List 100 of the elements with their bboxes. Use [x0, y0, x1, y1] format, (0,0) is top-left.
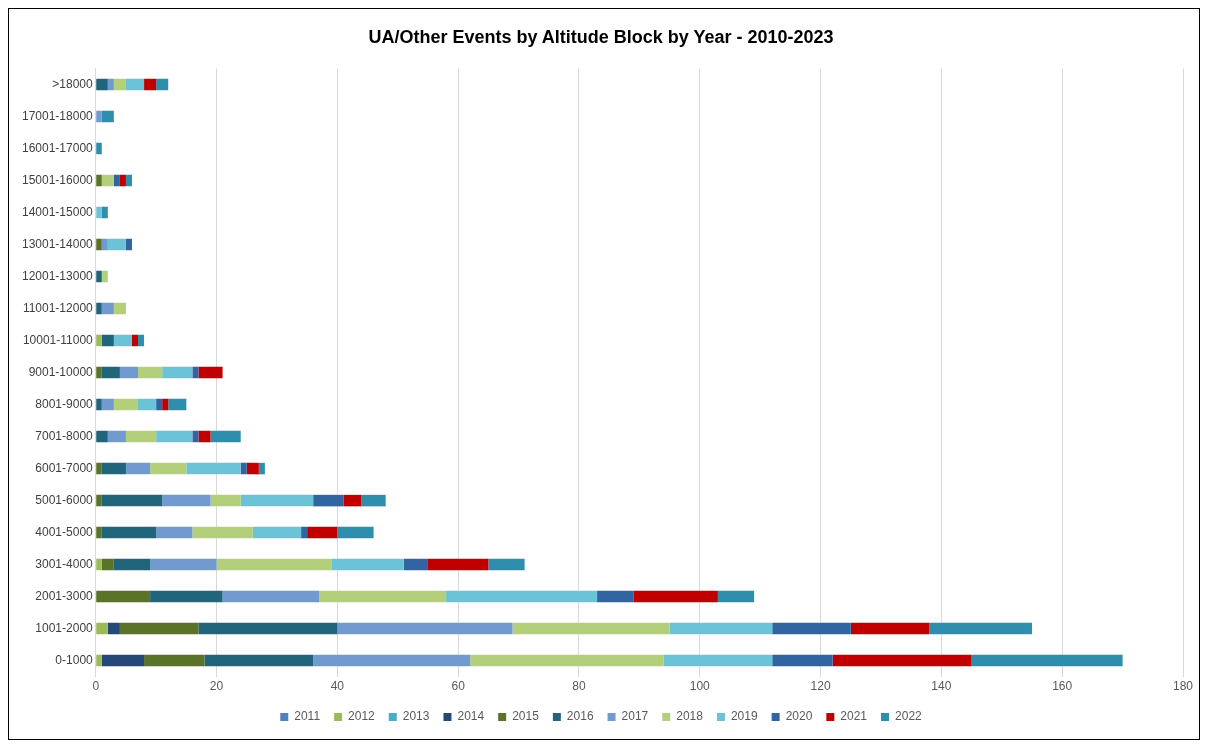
- bar: [597, 590, 634, 603]
- bar: [210, 494, 241, 507]
- bar: [107, 78, 114, 91]
- bar: [101, 398, 114, 411]
- bar: [361, 494, 386, 507]
- bar: [101, 302, 114, 315]
- bar: [96, 654, 102, 667]
- bar: [633, 590, 718, 603]
- bar: [107, 238, 126, 251]
- bar: [156, 398, 163, 411]
- bar: [138, 398, 157, 411]
- bar: [96, 142, 102, 155]
- bar: [512, 622, 670, 635]
- bar: [125, 78, 145, 91]
- bar: [107, 430, 126, 443]
- bar: [427, 558, 489, 571]
- bar: [96, 526, 102, 539]
- bar: [929, 622, 1032, 635]
- y-tick-label: >18000: [52, 76, 94, 91]
- bar: [204, 654, 314, 667]
- x-tick-label: 120: [810, 679, 831, 694]
- bar: [717, 590, 755, 603]
- bar: [101, 558, 114, 571]
- legend-label: 2016: [566, 709, 594, 724]
- bar: [113, 398, 139, 411]
- y-tick-label: 3001-4000: [35, 556, 94, 571]
- bar: [96, 558, 102, 571]
- bar: [470, 654, 664, 667]
- legend-label: 2018: [676, 709, 704, 724]
- bar: [252, 526, 302, 539]
- x-tick-label: 80: [572, 679, 586, 694]
- bar: [101, 654, 145, 667]
- legend-label: 2020: [785, 709, 813, 724]
- bar: [772, 622, 851, 635]
- bar: [96, 430, 108, 443]
- bar: [101, 174, 114, 187]
- bar: [96, 622, 108, 635]
- bar: [96, 238, 102, 251]
- y-tick-label: 17001-18000: [22, 108, 94, 123]
- bar: [331, 558, 404, 571]
- bar: [156, 526, 193, 539]
- y-tick-label: 1001-2000: [35, 620, 94, 635]
- bar: [96, 302, 102, 315]
- x-tick-label: 180: [1172, 679, 1194, 694]
- bar: [258, 462, 265, 475]
- legend-label: 2011: [294, 709, 321, 724]
- y-tick-label: 7001-8000: [35, 428, 94, 443]
- bar: [669, 622, 773, 635]
- bar: [125, 174, 132, 187]
- bar: [832, 654, 972, 667]
- bar: [192, 366, 199, 379]
- y-tick-label: 12001-13000: [22, 268, 94, 283]
- bar: [113, 558, 151, 571]
- bar: [119, 174, 126, 187]
- bar: [144, 654, 205, 667]
- bar: [162, 494, 211, 507]
- bar: [850, 622, 930, 635]
- y-tick-label: 4001-5000: [35, 524, 94, 539]
- legend-label: 2019: [730, 709, 758, 724]
- y-tick-label: 10001-11000: [22, 332, 94, 347]
- bar: [156, 430, 193, 443]
- bar: [101, 206, 108, 219]
- bar: [240, 494, 314, 507]
- y-tick-label: 15001-16000: [22, 172, 94, 187]
- bar: [125, 462, 151, 475]
- y-tick-label: 2001-3000: [35, 588, 94, 603]
- bar: [150, 558, 217, 571]
- bar: [113, 334, 132, 347]
- y-tick-label: 13001-14000: [22, 236, 94, 251]
- bar: [192, 526, 253, 539]
- bar: [119, 622, 199, 635]
- y-tick-label: 14001-15000: [22, 204, 94, 219]
- bar: [488, 558, 525, 571]
- bar: [971, 654, 1123, 667]
- bar: [101, 110, 114, 123]
- bar: [162, 366, 193, 379]
- x-tick-label: 100: [689, 679, 711, 694]
- bar: [772, 654, 833, 667]
- bar: [107, 622, 120, 635]
- legend-label: 2012: [348, 709, 376, 724]
- bar: [319, 590, 447, 603]
- bar: [96, 334, 102, 347]
- legend-label: 2015: [512, 709, 540, 724]
- bar: [150, 590, 223, 603]
- bar: [96, 398, 102, 411]
- bar: [96, 110, 102, 123]
- bar: [101, 462, 126, 475]
- bar: [101, 334, 114, 347]
- chart-title: UA/Other Events by Altitude Block by Year - 2010-2023: [368, 26, 834, 47]
- legend-label: 2022: [895, 709, 923, 724]
- bar: [337, 622, 513, 635]
- x-tick-label: 20: [209, 679, 224, 694]
- bar: [96, 462, 102, 475]
- legend-label: 2014: [457, 709, 485, 724]
- bar: [198, 622, 338, 635]
- legend-label: 2021: [840, 709, 868, 724]
- bar: [125, 238, 132, 251]
- bar: [96, 366, 102, 379]
- y-tick-label: 6001-7000: [35, 460, 94, 475]
- y-tick-label: 11001-12000: [22, 300, 94, 315]
